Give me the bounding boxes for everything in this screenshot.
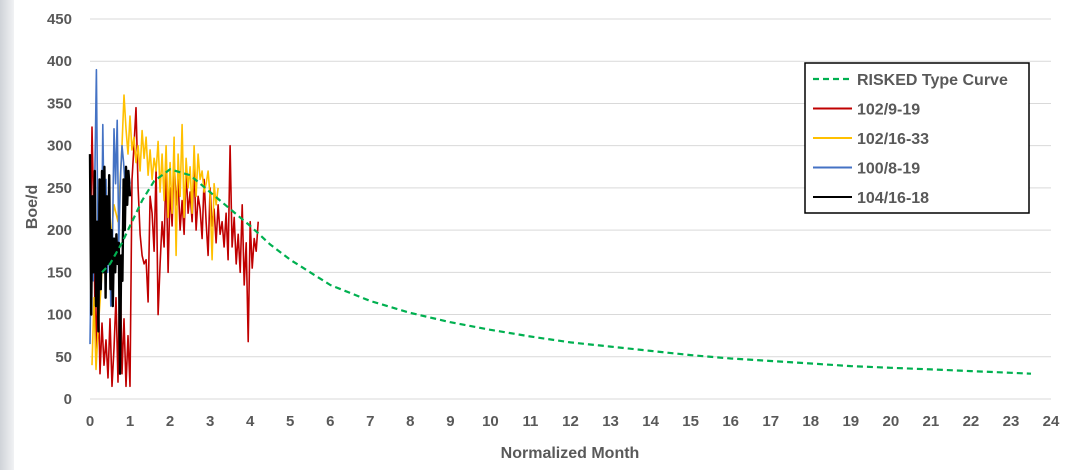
y-tick-labels: 0 50 100 150 200 250 300 350 400 450: [47, 11, 72, 408]
x-tick-label: 5: [286, 413, 294, 430]
legend-label: 102/9-19: [857, 102, 920, 119]
x-tick-label: 22: [963, 413, 980, 430]
legend-label: 100/8-19: [857, 161, 920, 178]
x-tick-label: 9: [446, 413, 454, 430]
x-tick-label: 18: [802, 413, 819, 430]
left-edge-shade: [0, 0, 14, 470]
x-tick-labels: 0 1 2 3 4 5 6 7 8 9 10 11 12 13 14 15 16 17 18 19 20 21 22 23 24: [86, 413, 1060, 430]
y-tick-label: 250: [47, 180, 72, 197]
x-tick-label: 13: [602, 413, 619, 430]
x-tick-label: 8: [406, 413, 414, 430]
x-tick-label: 24: [1043, 413, 1060, 430]
x-tick-label: 16: [722, 413, 739, 430]
y-axis-title: Boe/d: [24, 185, 41, 229]
x-tick-label: 15: [682, 413, 699, 430]
series-line-0: [101, 168, 1032, 375]
y-tick-label: 50: [55, 349, 72, 366]
y-tick-label: 450: [47, 11, 72, 28]
x-tick-label: 23: [1003, 413, 1020, 430]
x-tick-label: 12: [562, 413, 579, 430]
x-axis-title: Normalized Month: [501, 445, 640, 462]
x-tick-label: 4: [246, 413, 255, 430]
x-tick-label: 11: [523, 413, 539, 430]
legend-label: 104/16-18: [857, 190, 929, 207]
x-tick-label: 19: [842, 413, 859, 430]
y-tick-label: 350: [47, 95, 72, 112]
series-line-4: [88, 154, 132, 375]
x-tick-label: 17: [762, 413, 779, 430]
y-tick-label: 100: [47, 307, 72, 324]
x-tick-label: 3: [206, 413, 214, 430]
x-tick-label: 2: [166, 413, 174, 430]
x-tick-label: 14: [642, 413, 659, 430]
x-tick-label: 1: [126, 413, 134, 430]
legend-label: RISKED Type Curve: [857, 72, 1008, 89]
series-line-2: [91, 94, 219, 371]
y-tick-label: 150: [47, 264, 72, 281]
y-tick-label: 200: [47, 222, 72, 239]
x-tick-label: 20: [882, 413, 899, 430]
series-lines: [88, 68, 1032, 388]
legend: RISKED Type Curve 102/9-19 102/16-33 100/8-…: [804, 62, 1030, 214]
x-tick-label: 21: [923, 413, 940, 430]
y-tick-label: 400: [47, 53, 72, 70]
y-tick-label: 300: [47, 138, 72, 155]
legend-items: RISKED Type Curve 102/9-19 102/16-33 100/8-…: [813, 72, 1008, 207]
x-tick-label: 10: [482, 413, 499, 430]
x-tick-label: 0: [86, 413, 94, 430]
legend-label: 102/16-33: [857, 131, 929, 148]
x-tick-label: 6: [326, 413, 334, 430]
x-tick-label: 7: [366, 413, 374, 430]
y-tick-label: 0: [64, 391, 72, 408]
